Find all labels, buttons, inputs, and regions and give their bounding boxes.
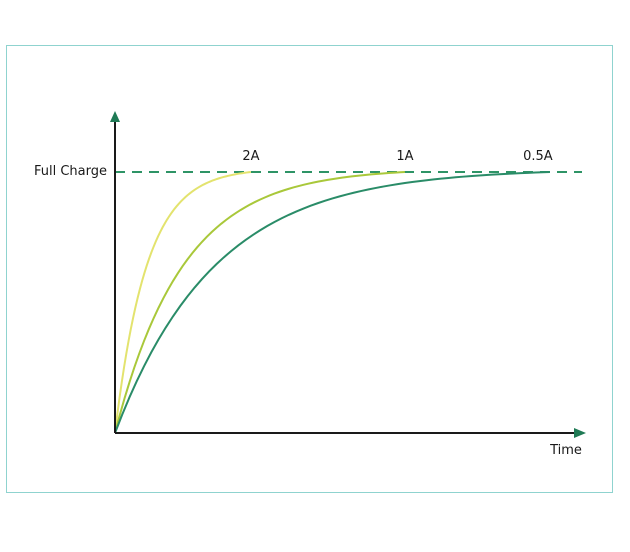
series-label-0-5a: 0.5A <box>523 149 553 164</box>
series-line-2a <box>114 171 252 434</box>
full-charge-label: Full Charge <box>34 164 107 179</box>
series-label-1a: 1A <box>396 149 413 164</box>
y-axis-arrow <box>110 111 120 122</box>
series-line-1a <box>114 171 405 434</box>
series-label-group: 2A 1A 0.5A <box>242 149 552 164</box>
series-label-2a: 2A <box>242 149 259 164</box>
series-group <box>114 171 550 434</box>
series-line-0-5a <box>114 171 550 434</box>
chart-frame <box>6 45 613 493</box>
x-axis-label: Time <box>549 443 582 458</box>
x-axis-arrow <box>574 428 586 438</box>
